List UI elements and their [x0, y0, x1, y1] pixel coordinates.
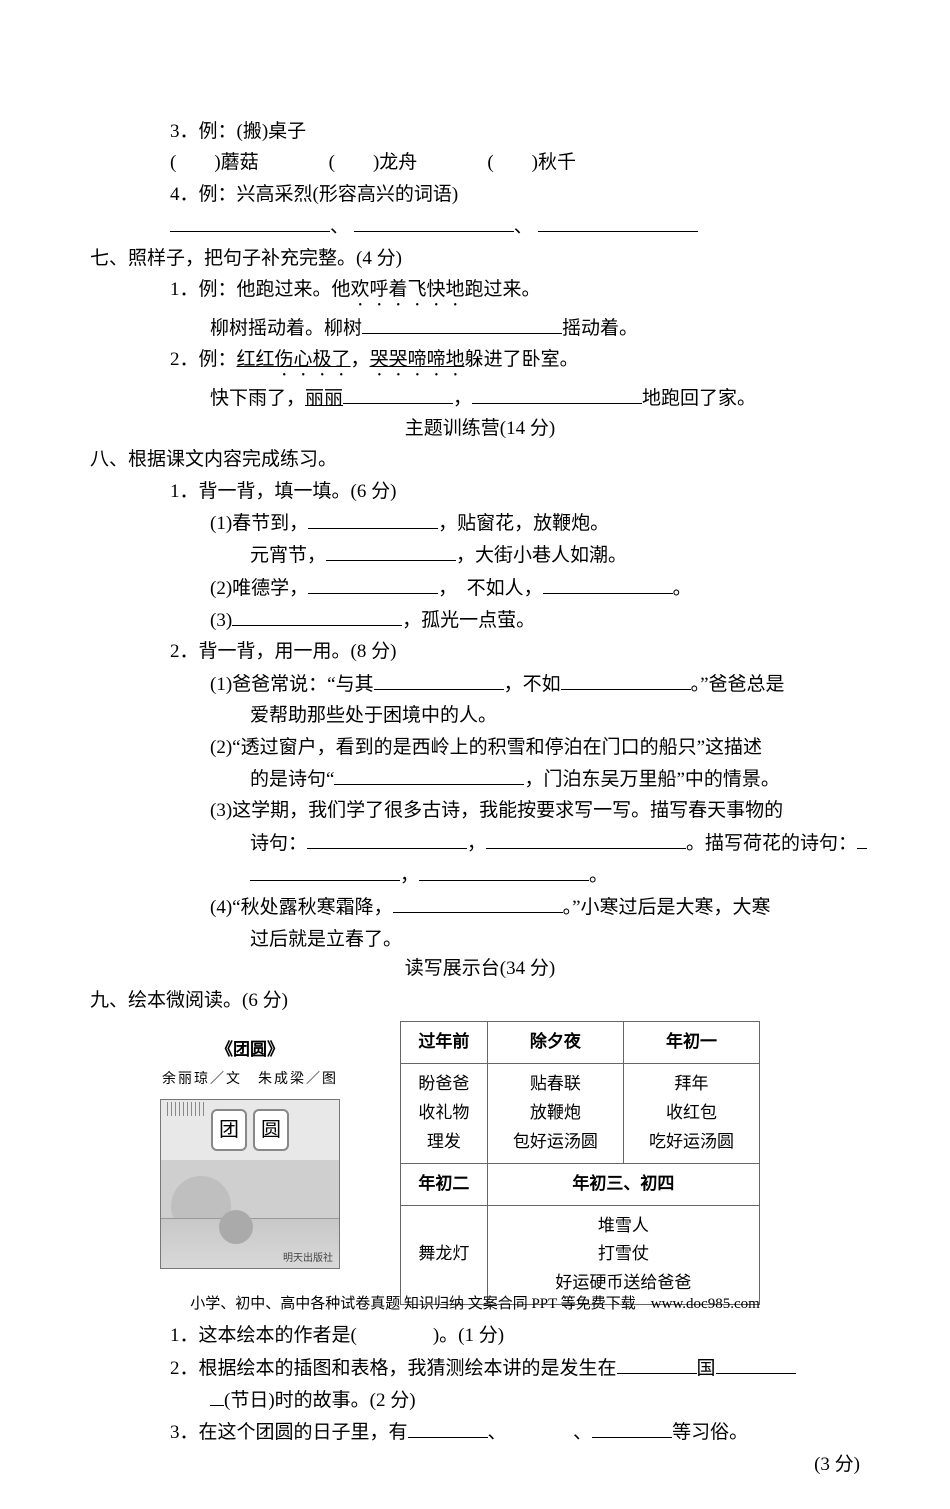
sec7-2b: 快下雨了，丽丽，地跑回了家。 — [90, 383, 870, 413]
sec8-1-1a: (1)春节到，，贴窗花，放鞭炮。 — [90, 508, 870, 538]
q3-example: 3．例：(搬)桌子 — [90, 117, 870, 146]
book-title: 《团圆》 — [130, 1037, 370, 1063]
q4-example: 4．例：兴高采烈(形容高兴的词语) — [90, 180, 870, 209]
th-day1: 年初一 — [623, 1022, 759, 1064]
sec7-1a: 1．例：他跑过来。他欢呼着飞快地跑过来。 — [90, 275, 870, 311]
td-day2: 舞龙灯 — [401, 1205, 488, 1305]
sec8-2-2a: (2)“透过窗户，看到的是西岭上的积雪和停泊在门口的船只”这描述 — [90, 733, 870, 762]
sec8-2-2b: 的是诗句“，门泊东吴万里船”中的情景。 — [90, 764, 870, 794]
page-footer: 小学、初中、高中各种试卷真题 知识归纳 文案合同 PPT 等免费下载 www.d… — [0, 1293, 950, 1316]
q3-opt1: ( )蘑菇 — [170, 148, 259, 177]
book-byline: 余丽琼／文 朱成梁／图 — [130, 1069, 370, 1091]
q3-options: ( )蘑菇 ( )龙舟 ( )秋千 — [90, 148, 870, 177]
q3-opt2: ( )龙舟 — [329, 148, 418, 177]
sec8-2-3b: 诗句：，。描写荷花的诗句： — [90, 828, 870, 858]
th-day2: 年初二 — [401, 1163, 488, 1205]
publisher-label: 明天出版社 — [283, 1251, 333, 1267]
sec8-1-3: (3)，孤光一点萤。 — [90, 605, 870, 635]
section-8-head: 八、根据课文内容完成练习。 — [90, 445, 870, 474]
sec9-q3-score: (3 分) — [90, 1450, 870, 1479]
sec9-q3a: 3．在这个团圆的日子里，有、 、等习俗。 — [90, 1417, 870, 1447]
sec8-1-1b: 元宵节，，大街小巷人如潮。 — [90, 540, 870, 570]
sec9-q1: 1．这本绘本的作者是( )。(1 分) — [90, 1321, 870, 1350]
sec9-q2a: 2．根据绘本的插图和表格，我猜测绘本讲的是发生在国 — [90, 1353, 870, 1383]
section-9-head: 九、绘本微阅读。(6 分) — [90, 986, 870, 1015]
td-eve: 贴春联 放鞭炮 包好运汤圆 — [487, 1063, 623, 1163]
sec8-1-2: (2)唯德学，， 不如人，。 — [90, 573, 870, 603]
td-day34: 堆雪人 打雪仗 好运硬币送给爸爸 — [487, 1205, 759, 1305]
th-day34: 年初三、初四 — [487, 1163, 759, 1205]
q4-blanks: 、 、 — [90, 211, 870, 241]
section-7-head: 七、照样子，把句子补充完整。(4 分) — [90, 244, 870, 273]
book-and-table: 《团圆》 余丽琼／文 朱成梁／图 团 圆 明天出版社 过年前 除夕夜 年初一 — [90, 1021, 870, 1305]
sec8-2-3c: ，。 — [90, 860, 870, 890]
td-day1: 拜年 收红包 吃好运汤圆 — [623, 1063, 759, 1163]
lantern-2: 圆 — [253, 1109, 289, 1151]
sec7-1b: 柳树摇动着。柳树摇动着。 — [90, 313, 870, 343]
sec8-2-4a: (4)“秋处露秋寒霜降，。”小寒过后是大寒，大寒 — [90, 892, 870, 922]
th-eve: 除夕夜 — [487, 1022, 623, 1064]
th-before: 过年前 — [401, 1022, 488, 1064]
sec8-2: 2．背一背，用一用。(8 分) — [90, 637, 870, 666]
sec8-2-1b: 爱帮助那些处于困境中的人。 — [90, 701, 870, 730]
sec8-2-3a: (3)这学期，我们学了很多古诗，我能按要求写一写。描写春天事物的 — [90, 796, 870, 825]
sec8-1: 1．背一背，填一填。(6 分) — [90, 477, 870, 506]
book-card: 《团圆》 余丽琼／文 朱成梁／图 团 圆 明天出版社 — [130, 1037, 370, 1269]
sec8-2-4b: 过后就是立春了。 — [90, 925, 870, 954]
activity-table: 过年前 除夕夜 年初一 盼爸爸 收礼物 理发 贴春联 放鞭炮 包好运汤圆 拜年 … — [400, 1021, 760, 1305]
sec8-2-1a: (1)爸爸常说：“与其，不如。”爸爸总是 — [90, 669, 870, 699]
read-stage-title: 读写展示台(34 分) — [90, 954, 870, 983]
page-content: 3．例：(搬)桌子 ( )蘑菇 ( )龙舟 ( )秋千 4．例：兴高采烈(形容高… — [0, 0, 950, 1509]
td-before: 盼爸爸 收礼物 理发 — [401, 1063, 488, 1163]
lantern-1: 团 — [211, 1109, 247, 1151]
theme-camp-title: 主题训练营(14 分) — [90, 414, 870, 443]
book-cover: 团 圆 明天出版社 — [160, 1099, 340, 1269]
q3-opt3: ( )秋千 — [487, 148, 576, 177]
sec9-q2b: (节日)时的故事。(2 分) — [90, 1385, 870, 1415]
sec7-2a: 2．例：红红伤心极了，哭哭啼啼地躲进了卧室。 — [90, 345, 870, 381]
